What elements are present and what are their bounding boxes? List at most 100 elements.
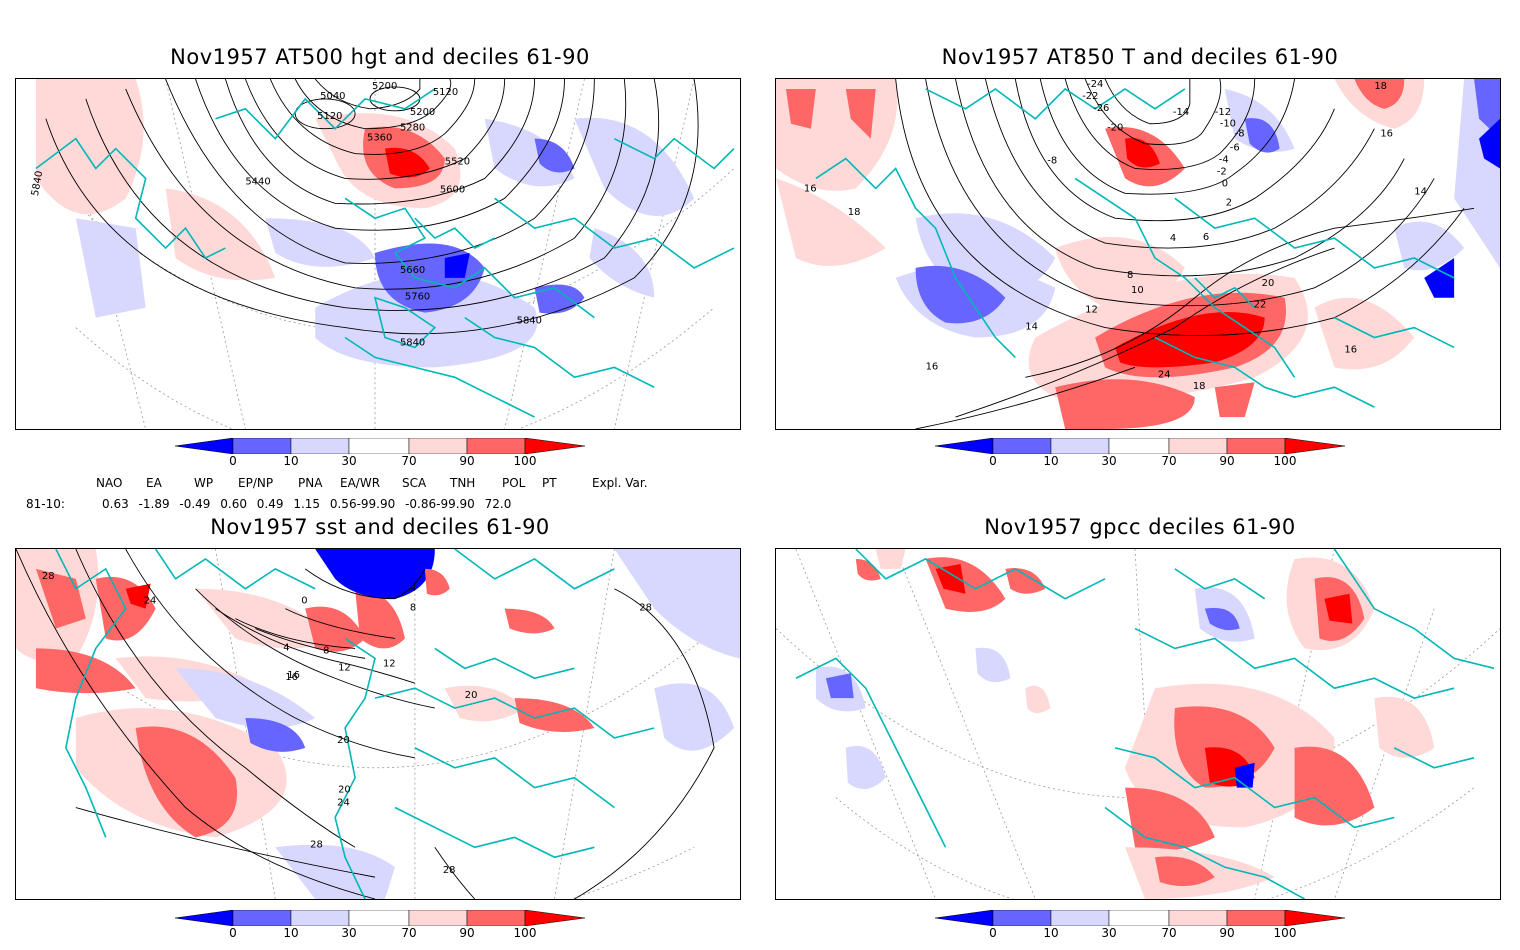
colorbar-tick: 100 <box>513 454 537 468</box>
colorbar-tick: 100 <box>513 926 537 940</box>
index-header: NAO <box>96 476 123 490</box>
colorbar-tick: 10 <box>1043 926 1059 940</box>
contour-label: 16 <box>1380 129 1393 140</box>
index-values: 0.63 -1.89 -0.49 0.60 0.49 1.15 0.56-99.… <box>102 497 512 511</box>
contour-label: 8 <box>1127 270 1133 281</box>
index-header: PNA <box>298 476 323 490</box>
index-header: EP/NP <box>238 476 274 490</box>
colorbar-tick: 70 <box>1161 926 1177 940</box>
contour-label: 18 <box>1374 81 1387 92</box>
contour-label: 12 <box>1085 305 1098 316</box>
contour-label: 5360 <box>367 133 392 144</box>
contour-label: 5660 <box>400 265 425 276</box>
index-header: EA <box>146 476 162 490</box>
colorbar-tick: 70 <box>401 926 417 940</box>
contour-label: 0 <box>301 596 307 607</box>
contour-label: 0 <box>1222 178 1228 189</box>
contour-label: 28 <box>443 865 456 876</box>
map-gpcc <box>775 548 1501 900</box>
contour-label: 2 <box>1226 197 1232 208</box>
contour-label: 5600 <box>440 184 465 195</box>
colorbar-top-right: 0 10 30 70 90 100 <box>934 437 1346 478</box>
contour-label: 8 <box>410 603 416 614</box>
contour-label: 16 <box>804 183 817 194</box>
contour-label: 16 <box>926 361 939 372</box>
contour-label: 20 <box>1262 278 1275 289</box>
contour-label: 5200 <box>372 81 397 92</box>
contour-label: 18 <box>848 207 861 218</box>
colorbar-tick: 70 <box>401 454 417 468</box>
contour-label: 6 <box>1203 232 1209 243</box>
contour-label: 5840 <box>517 316 542 327</box>
contour-label: 5840 <box>30 170 45 197</box>
contour-label: 12 <box>383 658 396 669</box>
colorbar-tick: 0 <box>229 454 237 468</box>
contour-label: -8 <box>1047 156 1057 167</box>
contour-label: 18 <box>1193 381 1206 392</box>
colorbar-bottom-right: 0 10 30 70 90 100 <box>934 909 1346 950</box>
contour-label: 14 <box>1414 186 1427 197</box>
index-header: PT <box>542 476 557 490</box>
panel-title-hgt500: Nov1957 AT500 hgt and deciles 61-90 <box>170 45 590 69</box>
index-header: POL <box>502 476 526 490</box>
colorbar-tick: 10 <box>1043 454 1059 468</box>
colorbar-tick: 90 <box>459 926 475 940</box>
contour-label: -6 <box>1230 143 1240 154</box>
contour-label: 12 <box>338 662 351 673</box>
colorbar-tick: 10 <box>283 454 299 468</box>
map-hgt500: 5040 5200 5120 5120 5200 5280 5360 5520 … <box>15 78 741 430</box>
contour-label: -4 <box>1219 155 1229 166</box>
colorbar-tick: 0 <box>989 454 997 468</box>
contour-label: -14 <box>1173 107 1189 118</box>
index-header: TNH <box>450 476 476 490</box>
colorbar-bottom-left: 0 10 30 70 90 100 <box>174 909 586 950</box>
contour-label: 5200 <box>410 107 435 118</box>
contour-label: 5120 <box>317 111 342 122</box>
contour-label: 28 <box>639 603 652 614</box>
contour-label: -10 <box>1220 119 1236 130</box>
contour-label: 5440 <box>245 176 270 187</box>
contour-label: 24 <box>144 596 157 607</box>
contour-label: 16 <box>1344 344 1357 355</box>
contour-label: 10 <box>1131 285 1144 296</box>
contour-label: 22 <box>1254 300 1267 311</box>
colorbar-tick: 70 <box>1161 454 1177 468</box>
map-sst: 28 24 20 0 4 8 12 12 16 20 20 24 28 28 4… <box>15 548 741 900</box>
colorbar-tick: 100 <box>1273 454 1297 468</box>
colorbar-tick: 0 <box>989 926 997 940</box>
colorbar-tick: 10 <box>283 926 299 940</box>
map-t850: -24 -22 -26 -20 -14 -12 -10 -8 -6 -4 -2 … <box>775 78 1501 430</box>
contour-label: 5120 <box>433 87 458 98</box>
panel-title-gpcc: Nov1957 gpcc deciles 61-90 <box>984 515 1296 539</box>
contour-label: -22 <box>1082 91 1098 102</box>
contour-label: 5520 <box>445 157 470 168</box>
contour-label: 4 <box>283 642 289 653</box>
colorbar-tick: 30 <box>1101 926 1117 940</box>
contour-label: -24 <box>1087 79 1103 90</box>
contour-label: 5840 <box>400 337 425 348</box>
contour-label: -26 <box>1093 103 1109 114</box>
colorbar-tick: 90 <box>1219 454 1235 468</box>
contour-label: -20 <box>1107 123 1123 134</box>
contour-label: -2 <box>1217 166 1227 177</box>
panel-title-sst: Nov1957 sst and deciles 61-90 <box>210 515 550 539</box>
panel-title-t850: Nov1957 AT850 T and deciles 61-90 <box>941 45 1339 69</box>
contour-label: 5040 <box>320 91 345 102</box>
colorbar-tick: 30 <box>341 926 357 940</box>
index-header: Expl. Var. <box>592 476 648 490</box>
contour-label: -12 <box>1215 107 1231 118</box>
colorbar-tick: 0 <box>229 926 237 940</box>
contour-label: 24 <box>1158 369 1171 380</box>
contour-label: 5760 <box>405 292 430 303</box>
contour-label: 24 <box>337 798 350 809</box>
colorbar-top-left: 0 10 30 70 90 100 <box>174 437 586 478</box>
contour-label: 16 <box>287 670 300 681</box>
colorbar-tick: 90 <box>1219 926 1235 940</box>
contour-label: 16 <box>285 672 298 683</box>
contour-label: 20 <box>338 785 351 796</box>
contour-label: 28 <box>310 839 323 850</box>
contour-label: 5280 <box>400 123 425 134</box>
index-row-label: 81-10: <box>26 497 65 511</box>
colorbar-tick: 30 <box>341 454 357 468</box>
index-header: EA/WR <box>340 476 381 490</box>
